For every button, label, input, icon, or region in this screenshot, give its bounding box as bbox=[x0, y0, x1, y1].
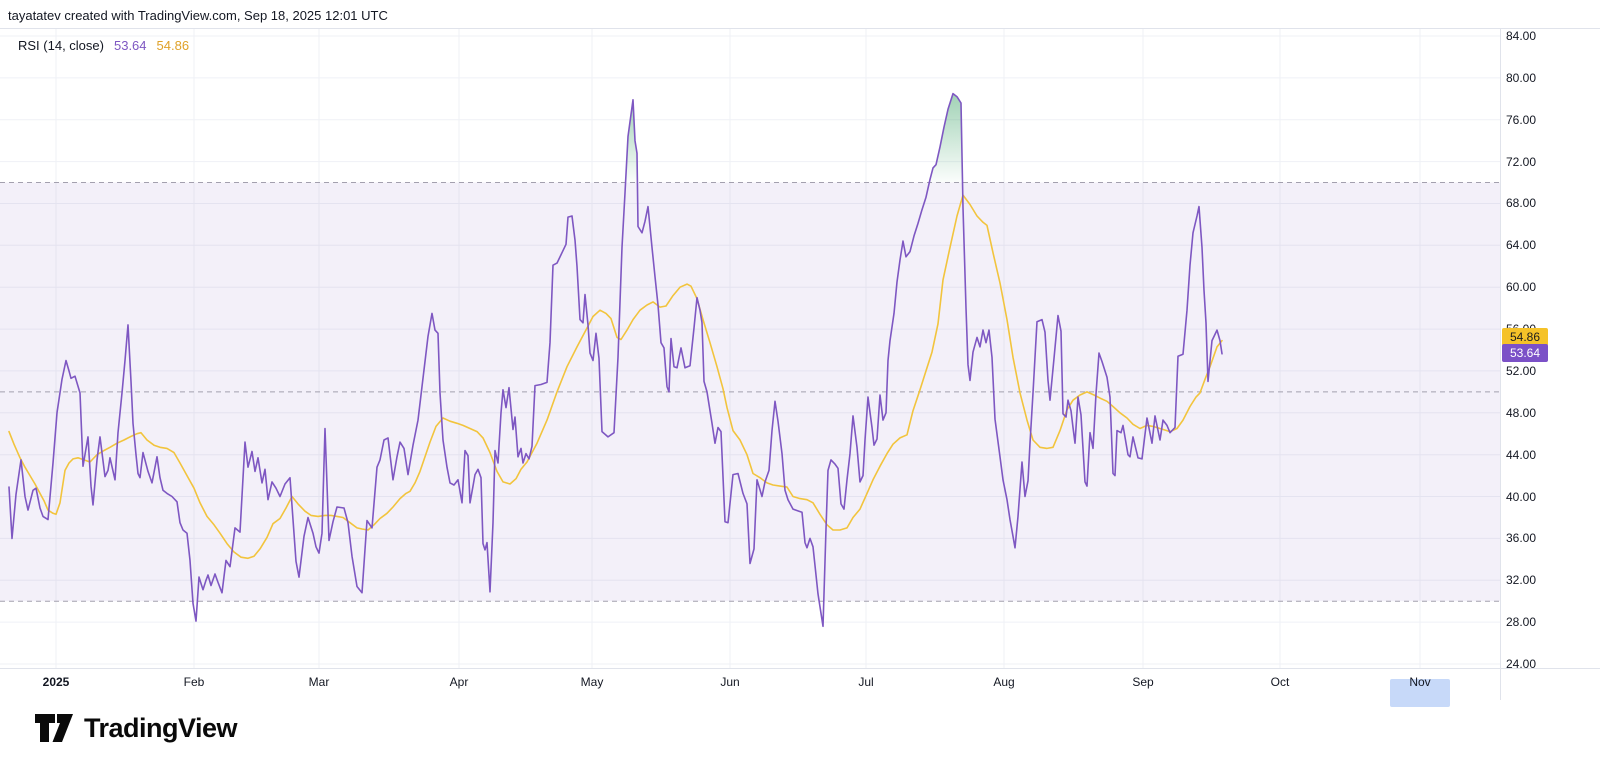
time-tick-label: Jun bbox=[720, 675, 740, 689]
indicator-value-rsi: 53.64 bbox=[113, 38, 147, 53]
time-tick-label: Sep bbox=[1132, 675, 1154, 689]
time-tick-label: Jul bbox=[858, 675, 874, 689]
indicator-legend[interactable]: RSI (14, close) 53.64 54.86 bbox=[18, 38, 189, 53]
rsi-price-label: 53.64 bbox=[1502, 344, 1548, 362]
attribution-text: tayatatev created with TradingView.com, … bbox=[8, 8, 388, 23]
time-tick-label: Apr bbox=[449, 675, 469, 689]
time-tick-label: Aug bbox=[993, 675, 1015, 689]
gridlines bbox=[0, 28, 1500, 668]
time-tick-label: 2025 bbox=[42, 675, 70, 689]
price-tick-label: 72.00 bbox=[1506, 154, 1537, 169]
current-month-highlight bbox=[1390, 679, 1450, 707]
indicator-value-ma: 54.86 bbox=[156, 38, 190, 53]
price-tick-label: 52.00 bbox=[1506, 363, 1537, 378]
price-tick-label: 36.00 bbox=[1506, 531, 1537, 546]
price-tick-label: 76.00 bbox=[1506, 112, 1537, 127]
price-tick-label: 48.00 bbox=[1506, 405, 1537, 420]
rsi-plot[interactable] bbox=[0, 0, 1600, 710]
price-tick-label: 68.00 bbox=[1506, 196, 1537, 211]
price-tick-label: 84.00 bbox=[1506, 29, 1537, 43]
price-tick-label: 32.00 bbox=[1506, 573, 1537, 588]
tradingview-logo[interactable]: TradingView bbox=[34, 712, 238, 744]
time-tick-label: May bbox=[580, 675, 604, 689]
price-tick-label: 40.00 bbox=[1506, 489, 1537, 504]
price-tick-label: 80.00 bbox=[1506, 70, 1537, 85]
time-tick-label: Nov bbox=[1409, 675, 1431, 689]
time-tick-label: Mar bbox=[308, 675, 330, 689]
ma-line bbox=[8, 194, 1223, 560]
price-tick-label: 64.00 bbox=[1506, 238, 1537, 253]
price-tick-label: 24.00 bbox=[1506, 657, 1537, 671]
indicator-title: RSI (14, close) bbox=[18, 38, 104, 53]
price-tick-label: 44.00 bbox=[1506, 447, 1537, 462]
time-tick-label: Feb bbox=[183, 675, 205, 689]
overbought-fill bbox=[929, 93, 963, 183]
ma-price-label: 54.86 bbox=[1502, 328, 1548, 346]
price-tick-label: 28.00 bbox=[1506, 615, 1537, 630]
tradingview-logo-icon bbox=[35, 714, 73, 742]
rsi-line bbox=[8, 92, 1223, 628]
overbought-fill bbox=[625, 99, 638, 183]
price-tick-label: 60.00 bbox=[1506, 280, 1537, 295]
time-tick-label: Oct bbox=[1270, 675, 1290, 689]
tradingview-logo-text: TradingView bbox=[84, 712, 238, 743]
